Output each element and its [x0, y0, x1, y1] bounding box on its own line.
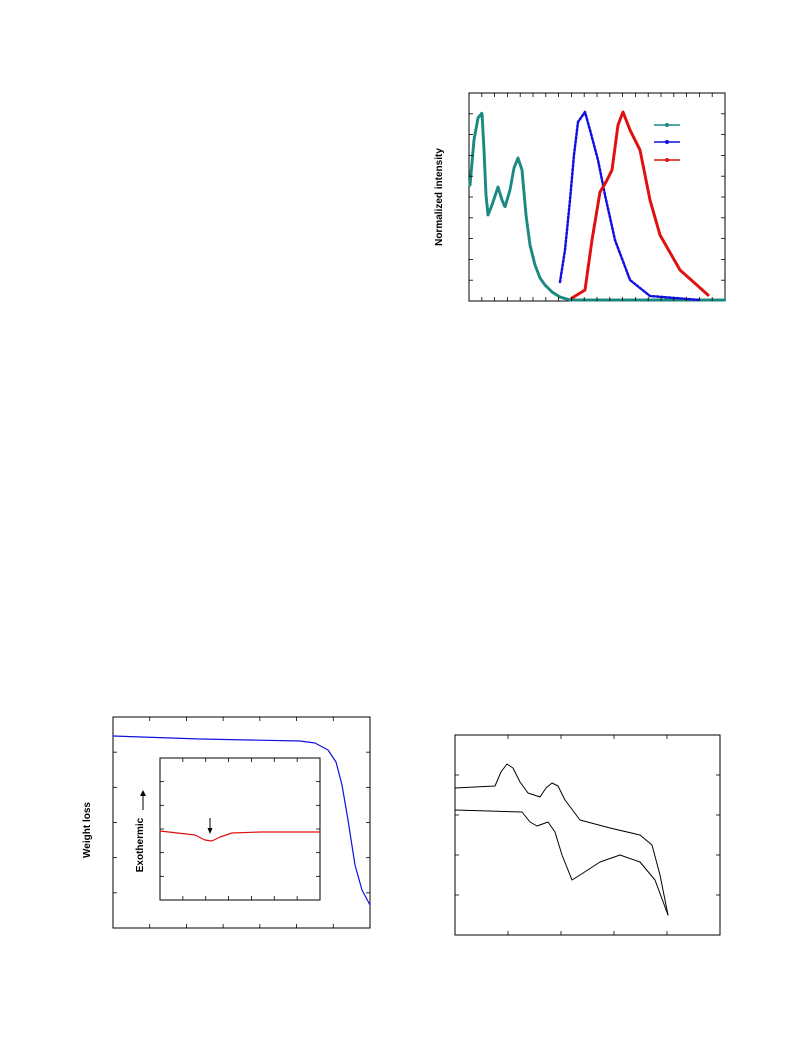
y-axis-label: Weight loss	[82, 802, 93, 858]
figure-cv	[454, 734, 721, 936]
figure-thermal: Weight loss Exothermic	[82, 716, 371, 929]
legend-marker	[665, 158, 669, 162]
legend	[654, 123, 680, 162]
curve-weight	[112, 735, 371, 906]
curve-heat	[159, 830, 321, 842]
curve-red	[570, 110, 710, 300]
figure-spectra: Normalized intensity	[434, 92, 727, 302]
curve-teal	[468, 111, 727, 302]
peak-arrowhead	[207, 828, 213, 834]
curve-lower	[454, 809, 669, 916]
inset-frame	[159, 757, 321, 901]
inset-arrowhead	[140, 790, 146, 796]
plot-frame	[112, 716, 371, 929]
inset-y-label: Exothermic	[135, 817, 146, 872]
curve-upper	[454, 763, 669, 916]
plot-frame	[454, 734, 721, 936]
curve-blue	[558, 110, 702, 302]
legend-marker	[665, 123, 669, 127]
legend-marker	[665, 140, 669, 144]
y-axis-label: Normalized intensity	[434, 148, 445, 246]
